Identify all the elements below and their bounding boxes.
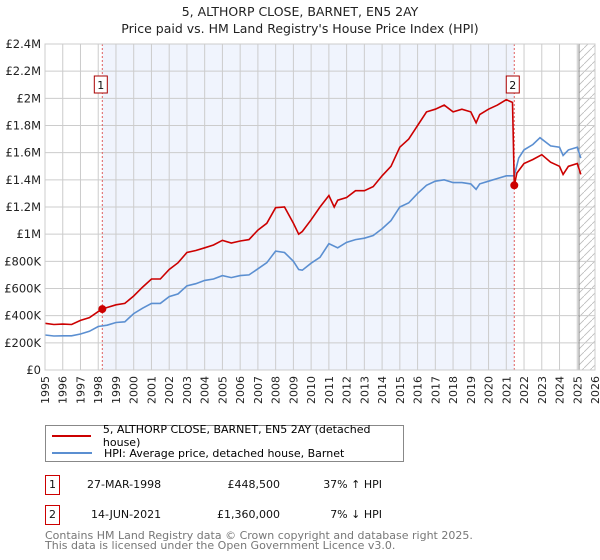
x-tick-label: 2005 [216, 376, 229, 404]
legend-label: HPI: Average price, detached house, Barn… [104, 446, 345, 460]
legend-item-hpi: HPI: Average price, detached house, Barn… [46, 445, 344, 461]
blue-line-swatch [52, 452, 92, 454]
chart-title: 5, ALTHORP CLOSE, BARNET, EN5 2AY [181, 4, 419, 19]
x-tick-label: 2023 [536, 376, 549, 404]
x-tick-label: 2016 [412, 376, 425, 404]
x-tick-label: 2014 [376, 376, 389, 404]
x-tick-label: 2015 [394, 376, 407, 404]
transaction-date: 27-MAR-1998 [87, 478, 162, 491]
x-tick-label: 2026 [589, 376, 600, 404]
x-tick-label: 2010 [305, 376, 318, 404]
x-tick-label: 2001 [145, 376, 158, 404]
transaction-price: £1,360,000 [217, 508, 280, 521]
red-line-swatch [52, 435, 91, 437]
sale-point [510, 181, 519, 190]
x-tick-label: 1996 [57, 376, 70, 404]
x-tick-label: 2003 [181, 376, 194, 404]
x-tick-label: 2013 [358, 376, 371, 404]
y-tick-label: £1.6M [5, 146, 41, 160]
y-tick-label: £1.8M [5, 119, 41, 133]
transaction-hpi-diff: 7% ↓ HPI [330, 508, 382, 521]
transaction-row: 2 14-JUN-2021 £1,360,000 7% ↓ HPI [45, 505, 445, 525]
y-tick-label: £2.4M [5, 37, 41, 51]
y-tick-label: £200K [4, 336, 41, 350]
sale-label-box [505, 75, 520, 94]
y-tick-label: £600K [4, 282, 41, 296]
x-tick-label: 1998 [92, 376, 105, 404]
footer: Contains HM Land Registry data © Crown c… [45, 529, 473, 552]
y-tick-label: £2M [16, 91, 41, 105]
x-tick-label: 2004 [199, 376, 212, 404]
x-tick-label: 2022 [518, 376, 531, 404]
plot-border [44, 43, 596, 371]
legend-item-property: 5, ALTHORP CLOSE, BARNET, EN5 2AY (detac… [46, 423, 403, 449]
legend-label: 5, ALTHORP CLOSE, BARNET, EN5 2AY (detac… [102, 423, 371, 449]
x-tick-label: 2021 [500, 376, 513, 404]
sale-label: 2 [509, 79, 516, 92]
x-tick-label: 2008 [270, 376, 283, 404]
y-tick-label: £400K [4, 309, 41, 323]
transaction-number-badge: 1 [45, 475, 60, 495]
copyright-text: Contains HM Land Registry data © Crown c… [45, 529, 473, 542]
x-tick-label: 2017 [429, 376, 442, 404]
transaction-date: 14-JUN-2021 [91, 508, 162, 521]
y-tick-label: £0 [26, 363, 41, 377]
sale-point [98, 305, 107, 314]
y-tick-label: £2.2M [5, 64, 41, 78]
x-tick-label: 2011 [323, 376, 336, 404]
x-tick-label: 2006 [234, 376, 247, 404]
x-tick-label: 2007 [252, 376, 265, 404]
x-tick-label: 2009 [287, 376, 300, 404]
sale-label: 1 [97, 79, 104, 92]
chart-subtitle: Price paid vs. HM Land Registry's House … [121, 21, 479, 36]
x-tick-label: 2018 [447, 376, 460, 404]
x-tick-label: 1999 [110, 376, 123, 404]
y-tick-label: £1M [16, 227, 41, 241]
x-tick-label: 2025 [571, 376, 584, 404]
sale-label-box [93, 75, 108, 94]
legend: 5, ALTHORP CLOSE, BARNET, EN5 2AY (detac… [45, 423, 404, 462]
property-price-line [44, 98, 582, 326]
x-tick-label: 2020 [483, 376, 496, 404]
y-tick-label: £1.2M [5, 200, 41, 214]
x-tick-label: 2012 [341, 376, 354, 404]
transaction-hpi-diff: 37% ↑ HPI [323, 478, 382, 491]
x-tick-label: 1997 [74, 376, 87, 404]
y-tick-label: £1.4M [5, 173, 41, 187]
transaction-price: £448,500 [227, 478, 281, 491]
transaction-row: 1 27-MAR-1998 £448,500 37% ↑ HPI [45, 475, 445, 495]
y-tick-label: £800K [4, 254, 41, 268]
hpi-line [44, 136, 582, 337]
x-tick-label: 2019 [465, 376, 478, 404]
x-tick-label: 2024 [554, 376, 567, 404]
licence-text: This data is licensed under the Open Gov… [45, 539, 396, 552]
x-tick-label: 2000 [128, 376, 141, 404]
transaction-number-badge: 2 [45, 505, 60, 525]
x-tick-label: 1995 [39, 376, 52, 404]
price-chart: 1995 1996 1997 1998 1999 2000 2001 2002 2003 2004… [4, 37, 600, 404]
x-tick-label: 2002 [163, 376, 176, 404]
